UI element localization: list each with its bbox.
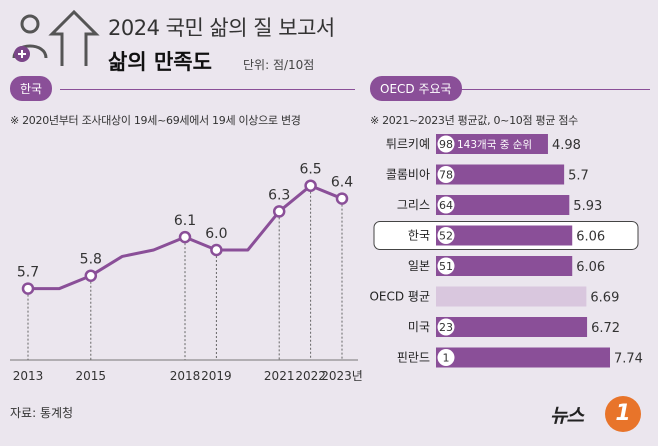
- section-divider-left: [60, 89, 355, 90]
- category-label-4: 일본: [408, 259, 430, 273]
- value-label-5: 6.69: [590, 291, 619, 306]
- x-tick-label-4: 2021: [264, 369, 295, 383]
- bar-6: [436, 317, 588, 337]
- rank-label-6: 23: [439, 321, 453, 334]
- bar-5: [436, 286, 587, 307]
- data-label-1: 5.8: [80, 252, 102, 268]
- line-chart: 5.7 5.8 6.1 6.0 6.3 6.5 6.4 2013 2015 2018 2019 202…: [10, 162, 363, 383]
- bar-2: [436, 195, 570, 215]
- value-label-3: 6.06: [576, 230, 605, 245]
- data-point-5: [304, 179, 317, 192]
- x-tick-label-5: 2022: [295, 369, 326, 383]
- category-label-7: 핀란드: [397, 351, 430, 365]
- right-note: ※ 2021~2023년 평균값, 0~10점 평균 점수: [370, 114, 578, 127]
- value-label-1: 5.7: [568, 169, 589, 184]
- rank-badge-6: [437, 318, 455, 336]
- category-label-2: 그리스: [397, 198, 430, 212]
- value-label-0: 4.98: [552, 138, 581, 153]
- category-label-6: 미국: [408, 320, 430, 334]
- data-point-1: [84, 269, 98, 282]
- data-label-0: 5.7: [17, 265, 39, 281]
- news1-logo: 뉴스 1: [550, 396, 650, 436]
- category-label-1: 콜롬비아: [386, 168, 430, 182]
- x-tick-label-2: 2018: [170, 369, 201, 383]
- chart-title: 삶의 만족도: [108, 50, 212, 74]
- data-label-3: 6.0: [205, 226, 227, 242]
- section-tag-korea: 한국: [10, 76, 53, 101]
- section-divider-right: [455, 89, 650, 90]
- rank-label-7: 1: [443, 352, 450, 365]
- data-point-4: [272, 205, 286, 218]
- category-label-3: 한국: [408, 229, 430, 243]
- logo-text: 뉴스: [550, 405, 584, 427]
- data-label-5: 6.5: [299, 162, 321, 178]
- value-label-2: 5.93: [573, 199, 602, 214]
- value-label-7: 7.74: [614, 352, 643, 367]
- source-text: 자료: 통계청: [10, 406, 74, 420]
- rank-label-0: 98: [439, 138, 453, 151]
- rank-label-3: 52: [439, 230, 453, 243]
- header-icons: [12, 9, 100, 66]
- x-tick-label-3: 2019: [201, 369, 232, 383]
- rank-badge-3: [437, 227, 455, 244]
- rank-badge-4: [437, 257, 455, 275]
- left-note: ※ 2020년부터 조사대상이 19세~69세에서 19세 이상으로 변경: [10, 114, 301, 127]
- value-label-6: 6.72: [591, 321, 620, 336]
- bar-3: [436, 225, 573, 246]
- bar-0: [436, 134, 548, 154]
- data-point-2: [178, 230, 192, 244]
- rank-badge-7: [437, 349, 455, 366]
- data-point-0: [21, 282, 35, 295]
- category-label-0: 튀르키예: [386, 137, 430, 151]
- data-label-6: 6.4: [331, 175, 353, 191]
- rank-label-1: 78: [439, 169, 453, 182]
- page-title: 2024 국민 삶의 질 보고서: [108, 16, 335, 40]
- rank-badge-0: [437, 135, 455, 153]
- bar-1: [436, 164, 565, 185]
- category-label-5: OECD 평균: [369, 290, 430, 304]
- section-tag-oecd: OECD 주요국: [370, 76, 462, 101]
- data-label-2: 6.1: [174, 213, 196, 229]
- unit-label: 단위: 점/10점: [243, 58, 315, 72]
- bar-7: [436, 347, 610, 368]
- bar-4: [436, 256, 573, 276]
- rank-note: 143개국 중 순위: [457, 138, 532, 151]
- bar-chart: 튀르키예 98 143개국 중 순위 4.98 콜롬비아 78 5.7 그리스 64 5.93 한국…: [369, 134, 643, 368]
- x-tick-label-0: 2013: [13, 369, 44, 383]
- value-label-4: 6.06: [576, 260, 605, 275]
- x-tick-label-6: 2023년: [321, 369, 363, 383]
- arrow-up-icon: [48, 9, 100, 66]
- logo-badge: 1: [605, 396, 641, 432]
- data-point-6: [335, 192, 349, 205]
- data-label-4: 6.3: [268, 187, 290, 203]
- x-tick-label-1: 2015: [76, 369, 107, 383]
- rank-badge-1: [437, 166, 455, 183]
- rank-badge-2: [437, 196, 455, 214]
- rank-label-4: 51: [439, 260, 453, 273]
- data-point-3: [210, 243, 223, 257]
- rank-label-2: 64: [439, 199, 453, 212]
